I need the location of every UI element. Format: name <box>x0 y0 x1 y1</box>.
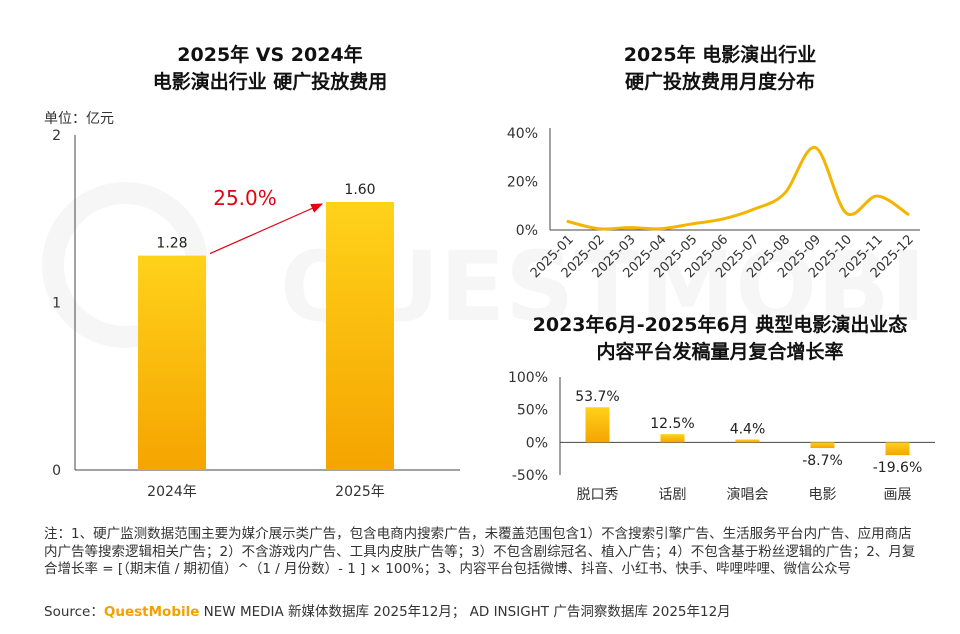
y-tick-label: 0% <box>516 223 538 239</box>
y-tick-label: 2 <box>52 128 61 144</box>
monthly-point <box>597 227 601 230</box>
x-tick-label: 脱口秀 <box>577 487 619 503</box>
x-tick-label: 电影 <box>809 487 837 503</box>
monthly-point <box>628 226 632 229</box>
y-tick-label: 40% <box>507 126 538 142</box>
bar-value-label: 12.5% <box>650 416 694 432</box>
monthly-point <box>721 217 724 221</box>
monthly-point <box>783 192 786 195</box>
growth-chart-title: 2023年6月-2025年6月 典型电影演出业态 内容平台发稿量月复合增长率 <box>490 312 950 366</box>
monthly-line-chart: 0%20%40%2025-012025-022025-032025-042025… <box>507 126 920 281</box>
monthly-point <box>690 222 693 226</box>
source-rest: NEW MEDIA 新媒体数据库 2025年12月； AD INSIGHT 广告… <box>199 604 731 620</box>
left-chart-title-line2: 电影演出行业 硬广投放费用 <box>152 71 388 93</box>
x-tick-label: 话剧 <box>659 487 687 503</box>
bar-value-label: 53.7% <box>575 389 619 405</box>
monthly-chart-title-line2: 硬广投放费用月度分布 <box>624 71 815 93</box>
y-tick-label: 20% <box>507 175 538 191</box>
growth-bar-演唱会 <box>735 439 760 443</box>
growth-bar-脱口秀 <box>585 407 610 443</box>
y-tick-label: 0% <box>526 435 548 451</box>
y-tick-label: 0 <box>52 463 61 479</box>
x-tick-label: 演唱会 <box>727 487 769 503</box>
monthly-point <box>566 220 570 223</box>
monthly-point <box>814 146 817 149</box>
source-prefix: Source： <box>44 604 104 620</box>
left-chart-title: 2025年 VS 2024年 电影演出行业 硬广投放费用 <box>60 42 480 96</box>
y-tick-label: 100% <box>508 370 548 386</box>
monthly-chart-title-line1: 2025年 电影演出行业 <box>623 44 817 66</box>
bar-2024年 <box>138 255 206 470</box>
bar-value-label: 1.28 <box>156 236 187 252</box>
growth-bar-画展 <box>885 442 910 456</box>
bar-2025年 <box>326 202 394 470</box>
x-tick-label: 画展 <box>884 487 912 503</box>
growth-chart-title-line2: 内容平台发稿量月复合增长率 <box>596 341 844 363</box>
growth-bar-电影 <box>810 442 835 449</box>
left-chart-title-line1: 2025年 VS 2024年 <box>177 44 363 66</box>
monthly-series-line <box>566 146 910 231</box>
bar-value-label: 4.4% <box>730 421 766 437</box>
y-tick-label: 50% <box>517 403 548 419</box>
footnotes: 注：1、硬广监测数据范围主要为媒介展示类广告，包含电商内搜索广告，未覆盖范围包含… <box>44 526 916 577</box>
y-tick-label: -50% <box>512 468 548 484</box>
monthly-point <box>906 213 910 216</box>
monthly-chart-title: 2025年 电影演出行业 硬广投放费用月度分布 <box>510 42 930 96</box>
growth-bar-chart: 100% 50% 0% -50% 53.7% 脱口秀 12.5% 话剧 4.4% 演唱会 -8.7%… <box>508 370 935 503</box>
source-line: Source：QuestMobile NEW MEDIA 新媒体数据库 2025… <box>44 600 731 620</box>
source-brand: QuestMobile <box>103 604 200 620</box>
left-chart-unit: 单位：亿元 <box>44 111 114 127</box>
bar-value-label: -8.7% <box>802 453 843 469</box>
growth-rate-label: 25.0% <box>213 186 277 210</box>
monthly-point <box>659 227 662 230</box>
bar-value-label: -19.6% <box>873 460 923 476</box>
x-tick-label: 2025年 <box>335 484 385 500</box>
monthly-point <box>752 208 755 211</box>
x-tick-label: 2024年 <box>147 484 197 500</box>
monthly-point <box>844 211 848 215</box>
monthly-point <box>875 194 879 198</box>
growth-bar-话剧 <box>660 434 685 443</box>
growth-chart-title-line1: 2023年6月-2025年6月 典型电影演出业态 <box>532 314 908 336</box>
left-bar-chart: 0 1 2 1.28 2024年 1.60 2025年 25.0% <box>52 128 460 500</box>
y-tick-label: 1 <box>52 296 61 312</box>
bar-value-label: 1.60 <box>344 182 375 198</box>
growth-arrow <box>209 203 324 255</box>
